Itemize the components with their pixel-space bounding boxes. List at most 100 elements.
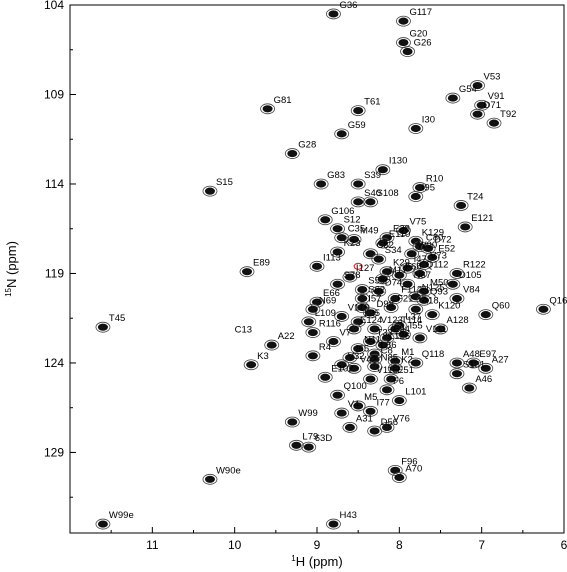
peak-label: I65 (356, 344, 369, 355)
peak-S108 (363, 196, 378, 208)
peak-M5 (350, 400, 366, 412)
peak-Q100 (330, 389, 345, 401)
peak-label: Q93 (430, 286, 448, 297)
y-tick-label: 119 (45, 266, 64, 280)
peak-E110 (375, 237, 391, 249)
peak-label: I47 (414, 254, 427, 265)
peak-core (204, 475, 215, 483)
peak-contour (408, 357, 424, 369)
peak-contour (391, 269, 407, 281)
x-tick-label: 9 (314, 538, 321, 552)
peak-L109 (301, 316, 317, 328)
peak-label: K29 (393, 258, 410, 269)
peak-contour (424, 251, 440, 263)
peak-A27 (478, 362, 494, 374)
peak-core (353, 198, 364, 206)
peak-core (307, 305, 318, 313)
peak-contour (396, 328, 411, 340)
annotation-label: C13 (235, 325, 252, 336)
peak-label: E94 (393, 324, 410, 335)
peak-contour (350, 105, 366, 116)
peak-core (414, 334, 425, 342)
peak-core (332, 225, 343, 233)
peak-Q60 (478, 309, 494, 321)
peak-I127 (342, 271, 358, 283)
peak-label: G36 (339, 0, 357, 11)
peak-R116 (305, 327, 321, 338)
peak-contour (367, 361, 383, 372)
peak-contour (354, 284, 370, 295)
peak-contour (264, 339, 280, 351)
peak-contour (202, 473, 218, 485)
peak-contour (305, 327, 321, 338)
peak-contour (449, 368, 465, 380)
peak-label: R4 (319, 342, 331, 353)
peak-core (303, 318, 314, 326)
peak-contour (326, 518, 341, 530)
peak-contour (424, 309, 440, 321)
y-axis-title: 15N (ppm) (4, 241, 19, 297)
peak-contour (449, 293, 465, 304)
peak-contour (334, 128, 350, 140)
peak-label: A70 (405, 464, 422, 475)
peak-label: E124 (360, 315, 382, 326)
peak-label: E66 (323, 288, 340, 299)
peak-core (468, 359, 479, 367)
peak-label: T61 (364, 97, 380, 108)
peak-label: F6 (393, 376, 404, 387)
peak-core (204, 187, 215, 195)
peak-W99e (95, 518, 111, 530)
peak-D71 (470, 108, 485, 120)
peak-contour (412, 332, 428, 344)
peak-V119 (334, 311, 350, 322)
peak-label: Q60 (492, 301, 510, 312)
peak-A48 (449, 357, 465, 369)
peak-label: G28 (298, 140, 316, 151)
peak-D56 (367, 425, 383, 437)
peak-contour (466, 357, 481, 369)
peak-R4 (305, 350, 321, 362)
peak-label: E102 (331, 363, 353, 374)
peak-label: D72 (434, 234, 451, 245)
peak-contour (313, 178, 329, 190)
peak-core (353, 402, 364, 410)
x-tick-label: 6 (561, 538, 567, 552)
peak-label: V115 (377, 365, 398, 376)
peak-core (328, 10, 339, 18)
peak-contour (363, 405, 378, 417)
x-tick-label: 11 (146, 538, 159, 552)
peak-core (357, 303, 368, 312)
peak-label: E51 (397, 365, 414, 376)
peak-S131 (449, 368, 465, 380)
peak-contour (317, 371, 333, 383)
peak-contour (408, 123, 424, 134)
peak-label: L37 (405, 311, 421, 322)
peak-contour (95, 518, 111, 530)
peak-label: E110 (389, 229, 410, 240)
peak-contour (486, 117, 502, 129)
peak-N11 (350, 343, 366, 355)
peak-core (472, 81, 483, 90)
peak-E51 (383, 373, 399, 385)
peak-T61 (350, 105, 366, 116)
peak-core (320, 216, 331, 224)
peak-C35 (334, 232, 350, 244)
peak-L25 (350, 316, 366, 328)
peak-core (353, 107, 364, 115)
peak-label: K3 (257, 351, 269, 362)
peak-label: K120 (438, 301, 460, 312)
peak-core (287, 418, 298, 426)
peak-label: W99 (298, 408, 318, 419)
peak-core (414, 243, 425, 251)
peak-contour (387, 323, 403, 335)
peak-core (414, 269, 425, 278)
peak-F68 (391, 269, 407, 281)
peak-Q112 (412, 268, 428, 279)
peak-label: G106 (331, 206, 354, 217)
peak-contour (408, 191, 424, 202)
peak-core (460, 223, 471, 231)
peak-E102 (317, 371, 333, 383)
peak-S15 (202, 185, 218, 197)
peak-label: I127 (356, 263, 375, 274)
peak-label: W90 (418, 240, 438, 251)
